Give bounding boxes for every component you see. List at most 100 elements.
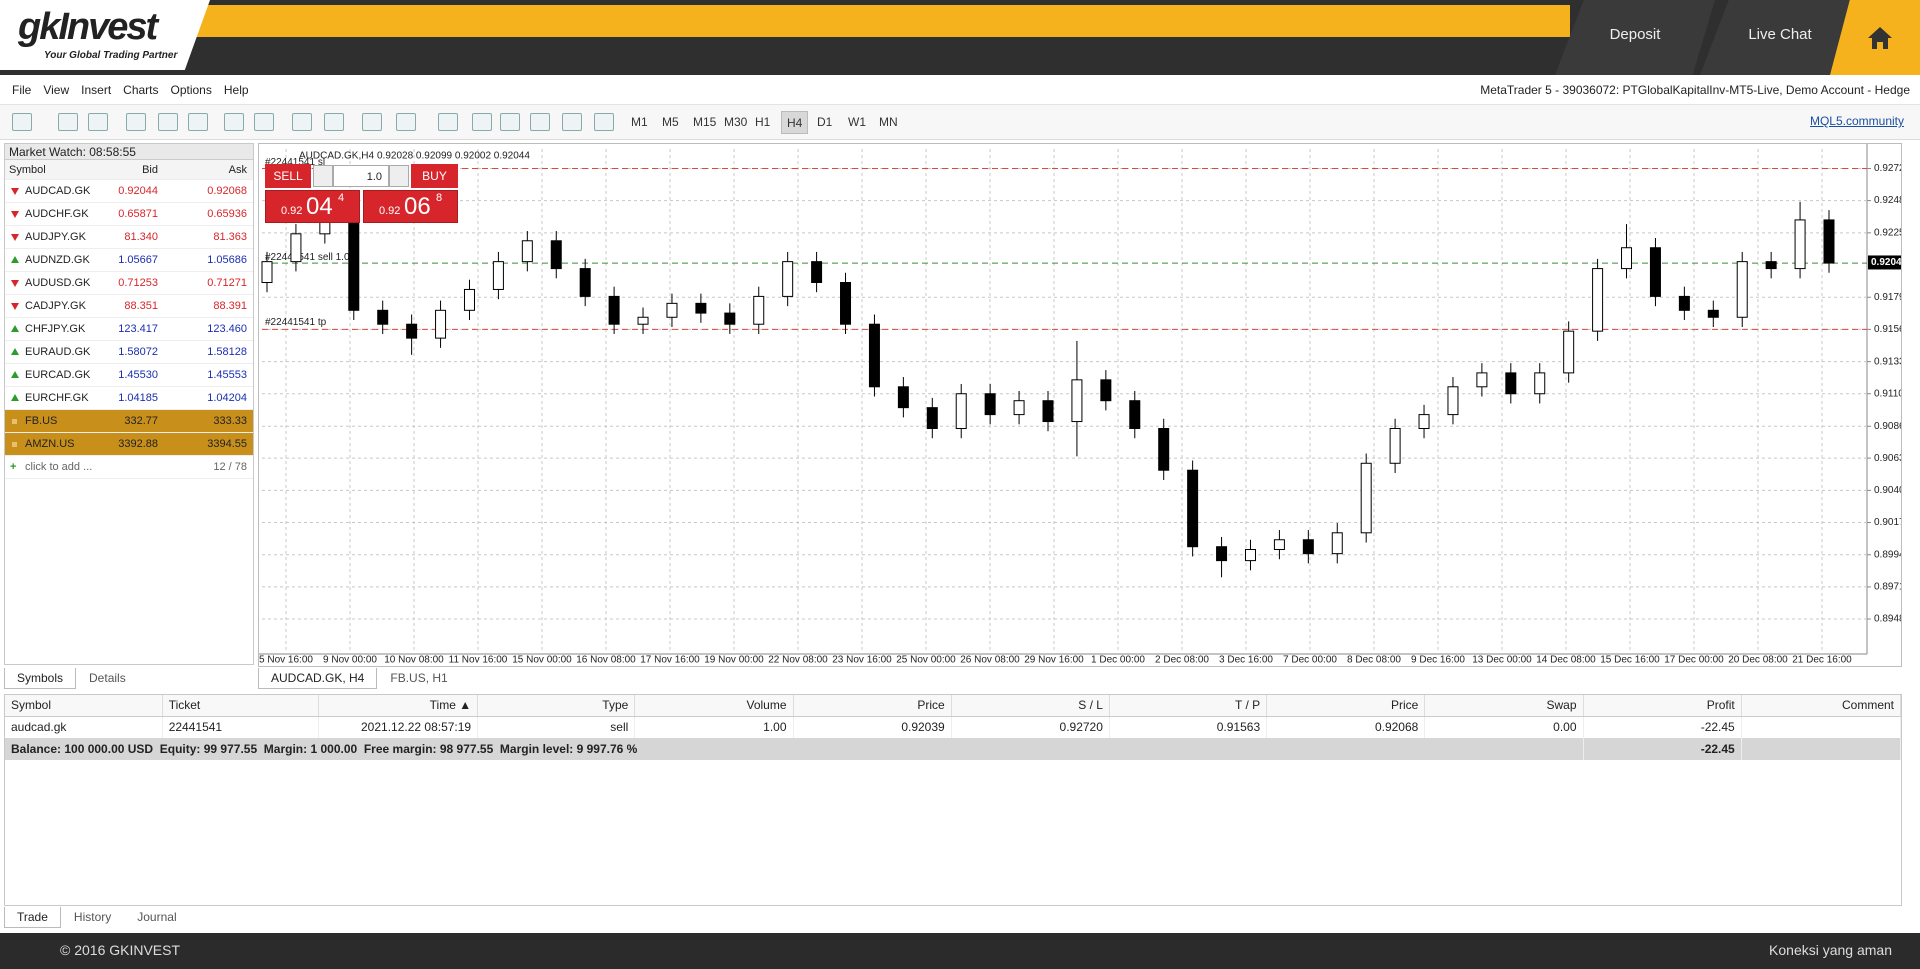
toolbar-icon[interactable]: [362, 113, 382, 131]
toolbar-icon[interactable]: [530, 113, 550, 131]
terminal-tab[interactable]: Journal: [137, 910, 177, 924]
ask: 1.58128: [207, 346, 247, 358]
toolbar-icon[interactable]: [438, 113, 458, 131]
symbol-row[interactable]: AUDUSD.GK 0.71253 0.71271: [5, 272, 253, 295]
timeframe-button[interactable]: M30: [724, 115, 748, 129]
timeframe-button[interactable]: M5: [662, 115, 679, 129]
column-header[interactable]: Symbol: [5, 695, 163, 717]
toolbar-icon[interactable]: [188, 113, 208, 131]
timeframe-button[interactable]: H1: [755, 115, 771, 129]
symbol-row[interactable]: AUDNZD.GK 1.05667 1.05686: [5, 249, 253, 272]
price-point: 8: [436, 192, 443, 204]
bid: 1.58072: [118, 346, 158, 358]
volume-input[interactable]: 1.0: [333, 165, 389, 187]
symbol-row[interactable]: EURCHF.GK 1.04185 1.04204: [5, 387, 253, 410]
toolbar-icon[interactable]: [396, 113, 416, 131]
menu-items: File View Insert Charts Options Help: [6, 75, 255, 105]
bid-quote[interactable]: 0.92 04 4: [265, 190, 360, 223]
symbol-row[interactable]: CHFJPY.GK 123.417 123.460: [5, 318, 253, 341]
symbol-row[interactable]: EURCAD.GK 1.45530 1.45553: [5, 364, 253, 387]
symbol-row[interactable]: EURAUD.GK 1.58072 1.58128: [5, 341, 253, 364]
up-arrow: [11, 256, 19, 263]
toolbar-icon[interactable]: [58, 113, 78, 131]
current-price-box: [1868, 255, 1902, 270]
mql5-link[interactable]: MQL5.community: [1809, 114, 1904, 128]
menu-item[interactable]: Options: [170, 83, 212, 97]
position-row[interactable]: audcad.gk 22441541 2021.12.22 08:57:19 sell…: [5, 716, 1902, 738]
sell-button[interactable]: SELL: [265, 164, 311, 188]
x-tick-label: 2 Dec 08:00: [1155, 655, 1209, 666]
menu-item[interactable]: View: [43, 83, 70, 97]
candle-body: [1418, 414, 1430, 430]
add-symbol-row[interactable]: + click to add ... 12 / 78: [5, 456, 253, 479]
logo[interactable]: gkInvest Your Global Trading Partner: [0, 0, 210, 70]
chart-tab[interactable]: AUDCAD.GK, H4: [258, 668, 378, 689]
column-header[interactable]: Comment: [1741, 695, 1902, 717]
symbol-row[interactable]: CADJPY.GK 88.351 88.391: [5, 295, 253, 318]
symbol: AMZN.US: [25, 438, 75, 450]
tab[interactable]: Details: [89, 671, 126, 685]
menu-item[interactable]: Help: [223, 83, 249, 97]
price-big: 04: [306, 193, 333, 220]
toolbar-icon[interactable]: [472, 113, 492, 131]
timeframe-button[interactable]: MN: [879, 115, 898, 129]
symbol-row[interactable]: FB.US 332.77 333.33: [5, 410, 253, 433]
volume-up[interactable]: [389, 165, 409, 187]
x-tick-label: 19 Nov 00:00: [704, 655, 764, 666]
symbol-row[interactable]: AUDJPY.GK 81.340 81.363: [5, 226, 253, 249]
toolbar-icon[interactable]: [158, 113, 178, 131]
timeframe-button[interactable]: D1: [817, 115, 833, 129]
toolbar-icon[interactable]: [224, 113, 244, 131]
symbol-row[interactable]: AUDCAD.GK 0.92044 0.92068: [5, 180, 253, 203]
column-header[interactable]: Swap: [1424, 695, 1584, 717]
ask-quote[interactable]: 0.92 06 8: [363, 190, 458, 223]
y-tick-label: 0.92489: [1874, 195, 1901, 206]
timeframe-button[interactable]: H4: [781, 111, 809, 134]
toolbar-icon[interactable]: [594, 113, 614, 131]
terminal-tab[interactable]: History: [73, 910, 112, 924]
symbol: CADJPY.GK: [25, 300, 86, 312]
timeframe-button[interactable]: W1: [848, 115, 866, 129]
balance-row: Balance: 100 000.00 USD Equity: 99 977.5…: [5, 738, 1902, 760]
toolbar-icon[interactable]: [126, 113, 146, 131]
ask: 333.33: [213, 415, 247, 427]
buy-button[interactable]: BUY: [411, 164, 458, 188]
live-chat-button[interactable]: Live Chat: [1700, 0, 1860, 75]
symbol-row[interactable]: AMZN.US 3392.88 3394.55: [5, 433, 253, 456]
cell-text: 2021.12.22 08:57:19: [361, 720, 472, 735]
terminal-tab[interactable]: Trade: [4, 907, 61, 928]
column-header[interactable]: T / P: [1109, 695, 1268, 717]
chart-ohlc: 0.92028 0.92099 0.92002 0.92044: [377, 151, 530, 162]
deposit-button[interactable]: Deposit: [1555, 0, 1715, 75]
column-header[interactable]: S / L: [951, 695, 1110, 717]
column-header[interactable]: Ticket: [162, 695, 319, 717]
candle-body: [1794, 219, 1806, 270]
tab[interactable]: Symbols: [4, 668, 77, 689]
candle-body: [463, 288, 475, 311]
timeframe-button[interactable]: M1: [631, 115, 648, 129]
symbol-dot: [12, 442, 17, 447]
volume-down[interactable]: [313, 165, 333, 187]
menu-item[interactable]: Charts: [123, 83, 159, 97]
toolbar-icon[interactable]: [88, 113, 108, 131]
column-header[interactable]: Type: [477, 695, 636, 717]
toolbar-icon[interactable]: [12, 113, 32, 131]
toolbar-icon[interactable]: [562, 113, 582, 131]
current-price: 0.92044: [1871, 257, 1901, 268]
account-info: MetaTrader 5 - 39036072: PTGlobalKapital…: [1480, 83, 1910, 97]
market-watch-table: Symbol Bid Ask AUDCAD.GK 0.92044 0.92068 AUDCH…: [5, 160, 253, 479]
chart-tab[interactable]: FB.US, H1: [390, 671, 448, 685]
column-header[interactable]: Time ▲: [318, 695, 479, 717]
column-header[interactable]: Volume: [634, 695, 794, 717]
symbol-row[interactable]: AUDCHF.GK 0.65871 0.65936: [5, 203, 253, 226]
toolbar-icon[interactable]: [292, 113, 312, 131]
timeframe-button[interactable]: M15: [693, 115, 717, 129]
menu-item[interactable]: Insert: [81, 83, 112, 97]
column-header[interactable]: Price: [1266, 695, 1426, 717]
column-header[interactable]: Profit: [1583, 695, 1742, 717]
menu-item[interactable]: File: [12, 83, 32, 97]
toolbar-icon[interactable]: [254, 113, 274, 131]
column-header[interactable]: Price: [793, 695, 952, 717]
toolbar-icon[interactable]: [324, 113, 344, 131]
toolbar-icon[interactable]: [500, 113, 520, 131]
